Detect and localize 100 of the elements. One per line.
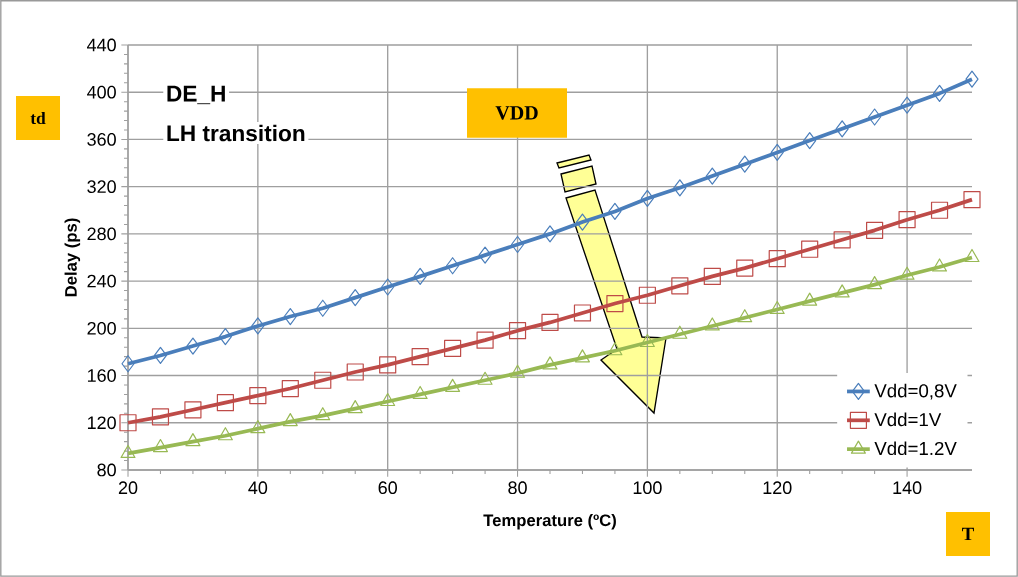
legend-label: Vdd=0,8V	[874, 383, 957, 400]
legend-label: Vdd=1.2V	[874, 441, 957, 456]
y-tick-label: 360	[87, 133, 116, 146]
point	[541, 313, 559, 332]
point	[217, 427, 233, 441]
point	[314, 371, 332, 389]
point	[672, 325, 688, 339]
point	[574, 349, 590, 363]
point	[119, 414, 137, 432]
point	[802, 292, 818, 306]
point	[770, 143, 784, 162]
point	[412, 385, 428, 400]
point	[673, 179, 687, 197]
point	[932, 258, 948, 272]
point	[801, 240, 819, 258]
point	[542, 356, 558, 370]
point	[867, 276, 883, 290]
text: td	[30, 111, 46, 125]
point	[380, 392, 396, 407]
point	[671, 277, 689, 295]
point	[575, 213, 590, 231]
point	[573, 304, 592, 322]
point	[379, 356, 397, 374]
point	[510, 235, 525, 254]
point	[639, 333, 655, 348]
y-tick-label: 160	[87, 369, 116, 382]
point	[737, 309, 753, 323]
point	[476, 331, 494, 349]
point	[738, 155, 752, 173]
point	[120, 444, 136, 459]
point	[445, 378, 461, 392]
point	[151, 408, 170, 426]
point	[510, 364, 526, 378]
point	[444, 339, 462, 357]
annotation: VDD	[495, 106, 538, 120]
point	[446, 257, 460, 275]
point	[381, 278, 395, 296]
point	[834, 284, 850, 298]
y-tick-label: 80	[97, 463, 116, 477]
point	[184, 401, 202, 419]
point	[543, 225, 557, 243]
point	[768, 250, 786, 268]
point	[283, 307, 297, 326]
point	[347, 400, 363, 414]
point	[736, 259, 754, 277]
point	[640, 189, 654, 208]
y-tick-label: 280	[87, 227, 116, 241]
point	[900, 96, 914, 114]
point	[186, 337, 200, 355]
point	[249, 387, 267, 405]
point	[346, 363, 364, 381]
y-axis-title: Delay (ps)	[64, 218, 81, 297]
point	[704, 317, 720, 331]
text: T	[962, 527, 974, 541]
point	[281, 379, 299, 398]
point	[121, 355, 135, 373]
point	[835, 120, 849, 138]
point	[965, 70, 979, 88]
point	[833, 231, 851, 249]
x-axis-title: Temperature (ºC)	[483, 513, 616, 530]
y-tick-label: 240	[87, 274, 116, 288]
y-tick-label: 200	[87, 321, 116, 335]
annotation: LH transition	[167, 124, 305, 142]
legend-label: Vdd=1V	[874, 412, 942, 427]
point	[868, 108, 882, 126]
x-tick-label: 120	[763, 481, 792, 495]
point	[413, 267, 427, 285]
point	[508, 322, 527, 340]
point	[769, 300, 785, 315]
point	[218, 327, 232, 346]
point	[608, 202, 622, 221]
x-tick-label: 60	[378, 481, 397, 495]
point	[803, 132, 817, 150]
x-tick-label: 40	[248, 481, 268, 495]
point	[930, 201, 949, 219]
x-tick-label: 100	[633, 481, 662, 495]
point	[250, 420, 266, 434]
point	[964, 248, 980, 263]
point	[477, 371, 493, 385]
point	[963, 191, 981, 209]
point	[866, 221, 884, 239]
point	[606, 294, 624, 313]
point	[932, 84, 947, 102]
y-tick-label: 320	[87, 180, 116, 194]
y-tick-label: 120	[87, 416, 116, 430]
annotation: DE_H	[167, 85, 225, 105]
point	[316, 299, 330, 317]
point	[898, 211, 916, 229]
point	[478, 246, 492, 264]
point	[705, 167, 719, 185]
point	[638, 286, 656, 304]
point	[216, 394, 234, 412]
y-tick-label: 400	[87, 85, 116, 99]
point	[607, 342, 623, 356]
point	[282, 412, 298, 427]
x-tick-label: 20	[118, 481, 138, 495]
x-tick-label: 80	[508, 481, 527, 495]
point	[185, 433, 201, 447]
point	[899, 266, 915, 280]
point	[703, 267, 721, 285]
